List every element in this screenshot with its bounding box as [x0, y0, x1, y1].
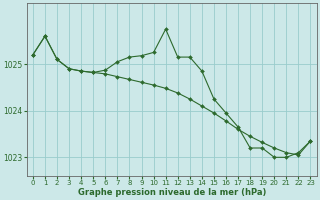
- X-axis label: Graphe pression niveau de la mer (hPa): Graphe pression niveau de la mer (hPa): [77, 188, 266, 197]
